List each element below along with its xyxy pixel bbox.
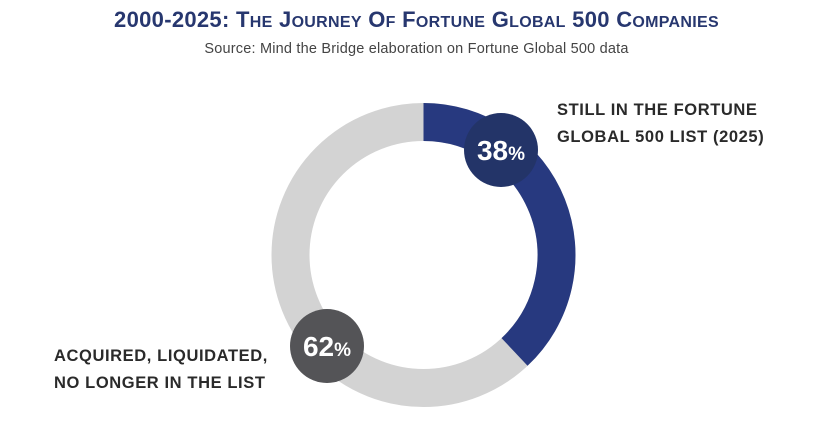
title-year: 2000-2025: (114, 7, 230, 32)
chart-title: 2000-2025: THE JOURNEY OF FORTUNE GLOBAL… (0, 7, 833, 33)
title-word: JOURNEY (279, 7, 362, 32)
donut-segment-still-in-list (423, 103, 576, 366)
title-word: FORTUNE (402, 7, 486, 32)
title-word: GLOBAL (491, 7, 566, 32)
label-line: STILL IN THE FORTUNE (557, 101, 758, 119)
label-line: ACQUIRED, LIQUIDATED, (54, 347, 268, 365)
label-line: GLOBAL 500 LIST (2025) (557, 128, 765, 146)
title-word: OF (368, 7, 396, 32)
badge-62-percent (290, 309, 364, 383)
label-still-in-list: STILL IN THE FORTUNE GLOBAL 500 LIST (20… (557, 97, 764, 151)
badge-62-text: 62% (303, 331, 351, 362)
badge-38-percent (464, 113, 538, 187)
label-no-longer-in-list: ACQUIRED, LIQUIDATED, NO LONGER IN THE L… (54, 343, 268, 397)
chart-subtitle: Source: Mind the Bridge elaboration on F… (204, 41, 629, 57)
label-line: NO LONGER IN THE LIST (54, 374, 266, 392)
title-word: THE (236, 7, 273, 32)
title-word: COMPANIES (616, 7, 719, 32)
badge-38-text: 38% (477, 135, 525, 166)
title-word: 500 (572, 7, 610, 32)
